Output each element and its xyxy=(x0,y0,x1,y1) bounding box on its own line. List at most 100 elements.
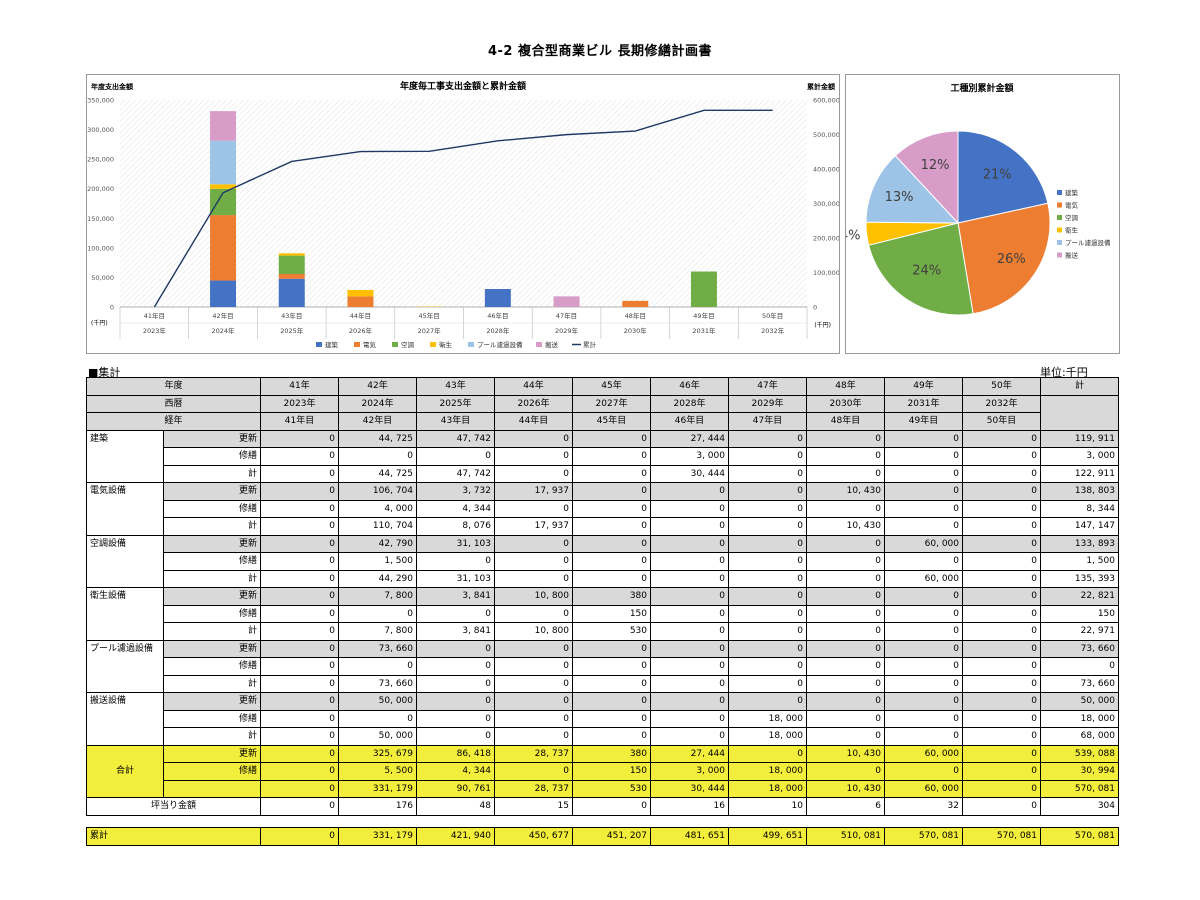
bar-segment-denki xyxy=(210,215,237,281)
value-cell: 0 xyxy=(806,604,885,623)
cumulative-table: 累計 0 331, 179 421, 940 450, 677 451, 207 481, … xyxy=(86,827,1119,846)
value-cell: 16 xyxy=(650,797,729,816)
value-cell: 27, 444 xyxy=(650,429,729,448)
value-cell: 10, 800 xyxy=(494,622,573,641)
value-cell: 10, 430 xyxy=(806,517,885,536)
pie-data-label: 24% xyxy=(912,264,941,279)
row-total-cell: 570, 081 xyxy=(1040,827,1119,846)
value-cell: 0 xyxy=(260,827,339,846)
section-title: ■集計 xyxy=(88,366,121,379)
bar-segment-kenchiku xyxy=(484,288,511,307)
value-cell: 0 xyxy=(260,534,339,553)
value-cell: 325, 679 xyxy=(338,744,417,763)
grand-total-row: 修繕 0 5, 500 4, 344 0 150 3, 000 18, 000 0 0 0 30, 9… xyxy=(87,762,1119,781)
header-cell: 2026年 xyxy=(494,394,573,413)
value-cell: 0 xyxy=(884,464,963,483)
legend-label: 搬送 xyxy=(545,340,559,349)
value-cell: 86, 418 xyxy=(416,744,495,763)
value-cell: 3, 000 xyxy=(650,447,729,466)
pie-slice-kucho xyxy=(868,222,974,316)
y2-tick-label: 100,000 xyxy=(813,269,839,277)
x-tick-label-year: 2024年 xyxy=(212,326,236,335)
row-total-cell: 1, 500 xyxy=(1040,552,1119,571)
legend-swatch xyxy=(536,342,542,347)
value-cell: 0 xyxy=(494,657,573,676)
value-cell: 0 xyxy=(728,692,807,711)
value-cell: 0 xyxy=(494,727,573,746)
pie-data-label: 21% xyxy=(983,167,1012,182)
legend-label: 建築 xyxy=(325,340,339,349)
value-cell: 0 xyxy=(260,779,339,798)
value-cell: 73, 660 xyxy=(338,639,417,658)
row-total-cell: 18, 000 xyxy=(1040,709,1119,728)
value-cell: 0 xyxy=(650,499,729,518)
y-tick-label: 50,000 xyxy=(91,274,114,282)
bar-segment-kucho xyxy=(278,255,305,274)
cumulative-label: 累計 xyxy=(86,827,261,846)
bar-segment-eisei xyxy=(210,184,237,189)
value-cell: 60, 000 xyxy=(884,744,963,763)
value-cell: 18, 000 xyxy=(728,709,807,728)
row-total-cell: 30, 994 xyxy=(1040,762,1119,781)
x-tick-label: 47年目 xyxy=(556,311,577,320)
value-cell: 0 xyxy=(260,569,339,588)
value-cell: 27, 444 xyxy=(650,744,729,763)
value-cell: 5, 500 xyxy=(338,762,417,781)
y-tick-label: 350,000 xyxy=(87,97,114,105)
value-cell: 10, 430 xyxy=(806,482,885,501)
header-cell: 50年 xyxy=(962,377,1041,396)
value-cell: 0 xyxy=(260,797,339,816)
value-cell: 0 xyxy=(572,447,651,466)
x-tick-label: 44年目 xyxy=(350,311,371,320)
header-cell: 43年目 xyxy=(416,412,495,431)
value-cell: 0 xyxy=(728,552,807,571)
header-cell-blank xyxy=(1040,394,1119,431)
header-cell: 41年 xyxy=(260,377,339,396)
y2-axis-unit: (千円) xyxy=(814,321,831,329)
row-label: 計 xyxy=(163,517,261,536)
value-cell: 4, 344 xyxy=(416,499,495,518)
pie-chart-panel: 工種別累計金額 21% 26% 24% 4% 13% 12% 建築電気空調衛生プール濾過設備搬… xyxy=(840,74,1120,354)
value-cell: 44, 725 xyxy=(338,464,417,483)
value-cell: 0 xyxy=(962,587,1041,606)
legend-label: 累計 xyxy=(583,340,597,349)
row-total-cell: 138, 803 xyxy=(1040,482,1119,501)
row-label: 修繕 xyxy=(163,762,261,781)
bar-segment-denki xyxy=(622,300,649,307)
value-cell: 0 xyxy=(260,587,339,606)
table-row: 計 0 110, 704 8, 076 17, 937 0 0 0 10, 430 0 0 147, … xyxy=(87,517,1119,536)
y-tick-label: 0 xyxy=(110,304,114,312)
value-cell: 0 xyxy=(650,709,729,728)
value-cell: 0 xyxy=(572,517,651,536)
pie-legend-label: 搬送 xyxy=(1065,251,1079,260)
y2-tick-label: 500,000 xyxy=(813,131,839,139)
header-row-seireki: 西暦 2023年 2024年 2025年 2026年 2027年 2028年 2029年 203… xyxy=(86,394,1119,431)
value-cell: 570, 081 xyxy=(884,827,963,846)
row-total-cell: 22, 821 xyxy=(1040,587,1119,606)
header-cell: 43年 xyxy=(416,377,495,396)
value-cell: 0 xyxy=(260,517,339,536)
row-total-cell: 8, 344 xyxy=(1040,499,1119,518)
value-cell: 176 xyxy=(338,797,417,816)
value-cell: 570, 081 xyxy=(962,827,1041,846)
value-cell: 0 xyxy=(416,709,495,728)
value-cell: 0 xyxy=(572,552,651,571)
value-cell: 0 xyxy=(962,657,1041,676)
tsubo-row: 坪当り金額 0 176 48 15 0 16 10 6 32 0 304 xyxy=(86,797,1119,816)
value-cell: 4, 344 xyxy=(416,762,495,781)
value-cell: 0 xyxy=(884,709,963,728)
legend-swatch xyxy=(392,342,398,347)
value-cell: 32 xyxy=(884,797,963,816)
row-label: 修繕 xyxy=(163,499,261,518)
header-cell: 49年目 xyxy=(884,412,963,431)
value-cell: 0 xyxy=(260,674,339,693)
value-cell: 7, 800 xyxy=(338,622,417,641)
value-cell: 0 xyxy=(728,569,807,588)
x-tick-label: 45年目 xyxy=(419,311,440,320)
value-cell: 0 xyxy=(962,482,1041,501)
value-cell: 0 xyxy=(806,552,885,571)
value-cell: 0 xyxy=(650,604,729,623)
value-cell: 0 xyxy=(572,534,651,553)
row-label: 計 xyxy=(163,622,261,641)
value-cell: 0 xyxy=(884,429,963,448)
